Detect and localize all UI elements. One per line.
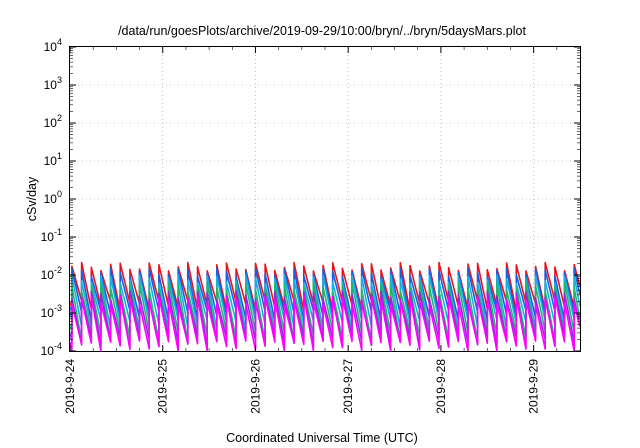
y-tick-label: 104 (44, 37, 62, 54)
x-tick-label: 2019-9-29 (527, 359, 541, 414)
plot-frame (69, 46, 581, 352)
y-tick-label: 10-3 (41, 303, 62, 320)
y-tick-label: 10-2 (41, 265, 62, 282)
chart-title: /data/run/goesPlots/archive/2019-09-29/1… (118, 24, 526, 38)
y-tick-label: 100 (44, 189, 62, 206)
x-tick-label: 2019-9-28 (434, 359, 448, 414)
grid-lines (70, 47, 580, 351)
x-axis: 2019-9-24 2019-9-25 2019-9-26 2019-9-27 2019… (63, 47, 558, 414)
x-tick-label: 2019-9-25 (156, 359, 170, 414)
y-tick-label: 101 (44, 151, 62, 168)
y-tick-label: 103 (44, 75, 62, 92)
x-tick-label: 2019-9-27 (341, 359, 355, 414)
x-tick-label: 2019-9-24 (63, 359, 77, 414)
x-axis-label: Coordinated Universal Time (UTC) (226, 431, 418, 445)
series-line (69, 274, 581, 332)
series-line (69, 267, 581, 322)
y-tick-label: 10-1 (41, 227, 62, 244)
y-axis-label: cSv/day (25, 176, 39, 221)
y-axis: 10-4 10-3 10-2 10-1 100 101 102 103 104 (41, 37, 580, 358)
series-line (69, 282, 581, 343)
x-tick-label: 2019-9-26 (248, 359, 262, 414)
y-tick-label: 10-4 (41, 341, 62, 358)
series-line (69, 295, 581, 352)
y-tick-label: 102 (44, 113, 62, 130)
series-layer (69, 261, 581, 352)
